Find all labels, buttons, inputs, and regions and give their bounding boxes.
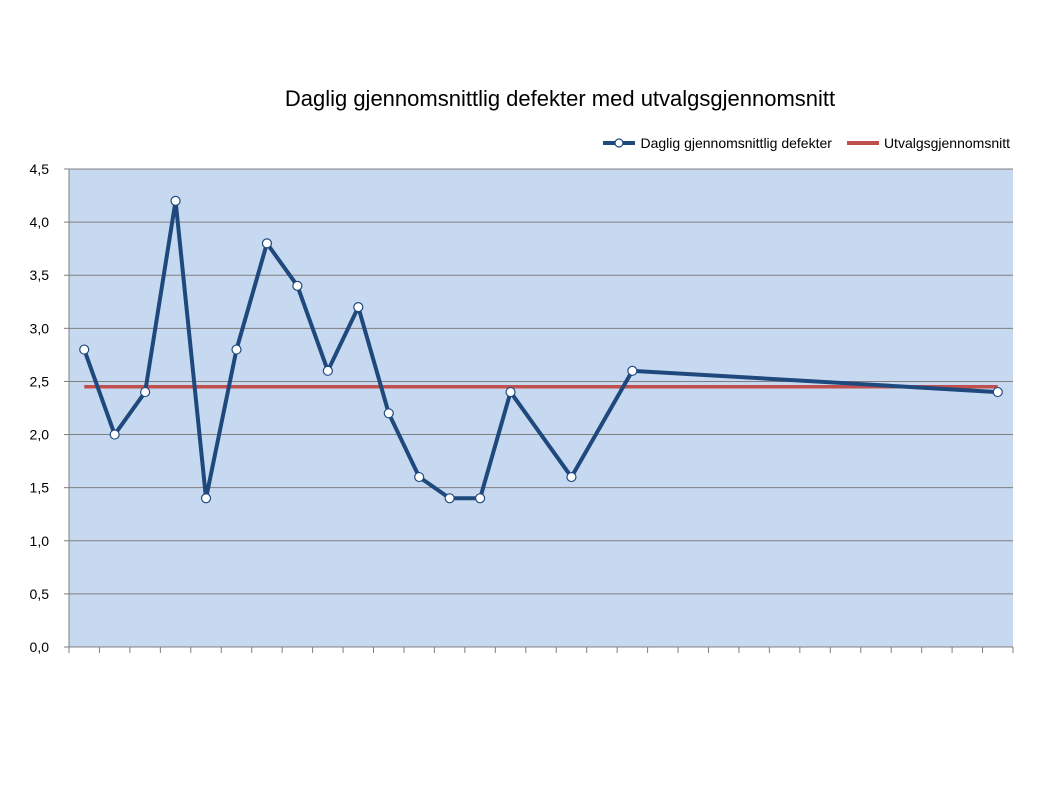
data-point-daily-defects	[414, 471, 425, 483]
legend-label-sample-mean: Utvalgsgjennomsnitt	[883, 135, 1010, 151]
data-point-daily-defects	[992, 386, 1003, 398]
chart-title: Daglig gjennomsnittlig defekter med utva…	[284, 86, 836, 111]
data-point-daily-defects	[383, 408, 394, 419]
y-tick-label: 4,0	[30, 214, 50, 230]
y-tick-label: 4,5	[30, 161, 50, 177]
legend-item-daily-defects: Daglig gjennomsnittlig defekter	[602, 135, 832, 151]
data-point-daily-defects	[292, 280, 303, 291]
data-point-daily-defects	[140, 386, 151, 398]
legend: Daglig gjennomsnittlig defekter Utvalgsg…	[588, 135, 1010, 151]
y-tick-label: 2,0	[30, 427, 50, 443]
data-point-daily-defects	[627, 365, 638, 376]
data-point-daily-defects	[261, 238, 273, 249]
y-tick-label: 1,0	[30, 533, 50, 549]
y-tick-label: 3,5	[30, 267, 50, 283]
legend-item-sample-mean: Utvalgsgjennomsnitt	[846, 135, 1010, 151]
data-point-daily-defects	[505, 386, 516, 398]
data-point-daily-defects	[353, 301, 364, 313]
y-tick-label: 3,0	[30, 320, 50, 336]
series-line-daily-defects	[82, 198, 998, 501]
legend-swatch-daily-defects	[603, 138, 636, 148]
legend-swatch-sample-mean	[846, 141, 879, 145]
data-point-daily-defects	[444, 493, 455, 504]
legend-label-daily-defects: Daglig gjennomsnittlig defekter	[640, 135, 832, 151]
data-point-daily-defects	[200, 493, 212, 504]
y-tick-label: 2,5	[30, 373, 50, 389]
data-point-daily-defects	[170, 195, 181, 206]
data-point-daily-defects	[322, 365, 333, 376]
data-point-daily-defects	[474, 493, 486, 504]
data-point-daily-defects	[79, 344, 90, 355]
y-tick-label: 0,0	[30, 639, 50, 655]
y-tick-label: 0,5	[30, 586, 50, 602]
plot-area	[69, 169, 1013, 647]
data-point-daily-defects	[109, 429, 120, 440]
data-point-daily-defects	[231, 344, 242, 355]
y-tick-label: 1,5	[30, 480, 50, 496]
data-point-daily-defects	[566, 471, 577, 483]
